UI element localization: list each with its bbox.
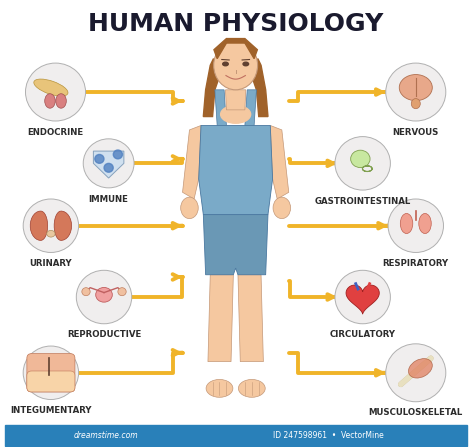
Circle shape: [386, 63, 446, 121]
Bar: [5, 425, 466, 446]
Circle shape: [388, 199, 444, 253]
Circle shape: [26, 63, 85, 121]
FancyBboxPatch shape: [27, 354, 75, 392]
Text: HUMAN PHYSIOLOGY: HUMAN PHYSIOLOGY: [88, 12, 383, 36]
Ellipse shape: [223, 62, 228, 66]
Text: MUSCULOSKELETAL: MUSCULOSKELETAL: [369, 409, 463, 417]
Text: ENDOCRINE: ENDOCRINE: [27, 128, 83, 137]
Polygon shape: [199, 126, 273, 215]
Text: NERVOUS: NERVOUS: [392, 128, 439, 137]
Ellipse shape: [399, 75, 432, 101]
Text: INTEGUMENTARY: INTEGUMENTARY: [10, 406, 91, 415]
Circle shape: [82, 288, 90, 295]
Text: IMMUNE: IMMUNE: [89, 194, 128, 203]
Polygon shape: [270, 126, 289, 199]
Text: ID 247598961  •  VectorMine: ID 247598961 • VectorMine: [273, 431, 383, 440]
Ellipse shape: [56, 94, 66, 108]
Polygon shape: [182, 126, 201, 199]
Polygon shape: [203, 59, 219, 117]
Polygon shape: [214, 38, 257, 59]
Text: GASTROINTESTINAL: GASTROINTESTINAL: [315, 197, 411, 206]
Polygon shape: [30, 211, 48, 240]
Ellipse shape: [411, 98, 420, 109]
Ellipse shape: [214, 41, 257, 90]
Text: RESPIRATORY: RESPIRATORY: [383, 259, 449, 268]
Ellipse shape: [181, 197, 198, 219]
Ellipse shape: [273, 197, 291, 219]
Polygon shape: [238, 275, 264, 362]
Polygon shape: [208, 275, 233, 362]
Ellipse shape: [45, 94, 55, 108]
Circle shape: [23, 346, 79, 400]
Polygon shape: [93, 151, 124, 178]
Ellipse shape: [206, 380, 233, 397]
Ellipse shape: [47, 230, 55, 237]
Circle shape: [76, 270, 132, 324]
Polygon shape: [226, 90, 246, 110]
Circle shape: [95, 155, 104, 163]
Text: CIRCULATORY: CIRCULATORY: [329, 330, 396, 339]
Circle shape: [118, 288, 126, 295]
Circle shape: [335, 137, 391, 190]
Circle shape: [335, 270, 391, 324]
FancyBboxPatch shape: [27, 371, 75, 392]
Polygon shape: [54, 211, 72, 240]
Text: URINARY: URINARY: [29, 259, 72, 268]
Polygon shape: [252, 59, 268, 117]
Ellipse shape: [96, 287, 112, 302]
Ellipse shape: [220, 105, 251, 123]
Polygon shape: [203, 215, 268, 275]
Polygon shape: [215, 90, 227, 126]
Ellipse shape: [351, 150, 370, 168]
Polygon shape: [346, 285, 379, 314]
Ellipse shape: [243, 62, 248, 66]
Circle shape: [386, 344, 446, 402]
Circle shape: [104, 164, 113, 172]
Polygon shape: [245, 90, 256, 126]
Ellipse shape: [34, 79, 68, 96]
Text: dreamstime.com: dreamstime.com: [74, 431, 138, 440]
Ellipse shape: [419, 214, 431, 233]
Circle shape: [83, 139, 134, 188]
Circle shape: [23, 199, 79, 253]
Ellipse shape: [401, 214, 413, 233]
Ellipse shape: [409, 358, 432, 378]
Text: REPRODUCTIVE: REPRODUCTIVE: [67, 330, 141, 339]
Circle shape: [113, 150, 122, 159]
Ellipse shape: [238, 380, 265, 397]
